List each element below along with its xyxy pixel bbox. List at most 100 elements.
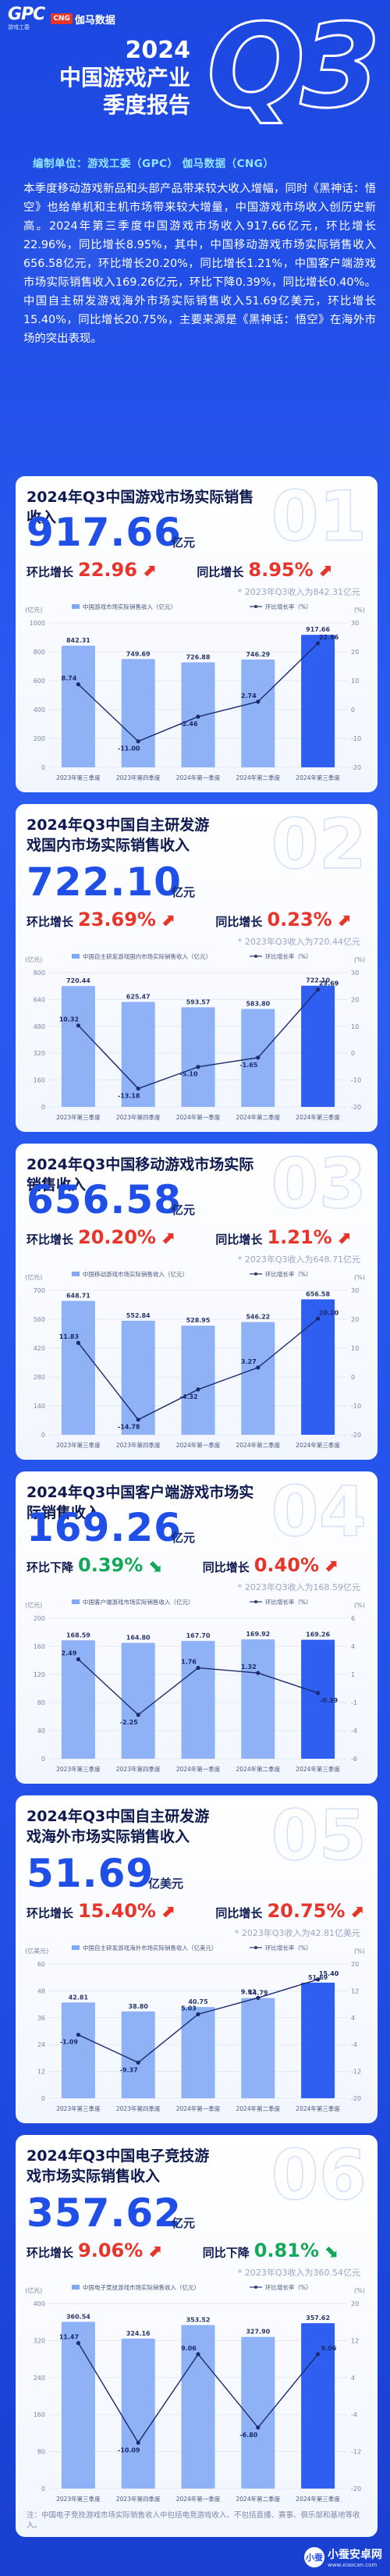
- x-tick-label: 2023年第三季度: [56, 2105, 101, 2112]
- qoq-change-label: 环比下降: [27, 1560, 74, 1574]
- y2-axis-label: (%): [354, 1948, 365, 1955]
- y2-tick-label: 20: [351, 996, 359, 1003]
- headline-unit: 亿元: [172, 535, 196, 550]
- y2-axis-label: (%): [354, 1274, 365, 1281]
- yoy-change-label: 同比增长: [197, 565, 244, 579]
- y-tick-label: 600: [34, 678, 45, 685]
- x-tick-label: 2024年第一季度: [176, 1765, 221, 1773]
- rate-point: [136, 1086, 140, 1091]
- y-tick-label: 280: [34, 1374, 45, 1381]
- y-tick-label: 400: [34, 2300, 45, 2307]
- card-number: 06: [271, 2135, 367, 2215]
- card-number: 03: [271, 1144, 367, 1224]
- legend-label-line: 环比增长率（%）: [265, 2283, 312, 2291]
- card-title: 2024年Q3中国自主研发游戏国内市场实际销售收入: [27, 817, 210, 854]
- y2-tick-label: -12: [351, 2069, 361, 2076]
- rate-point: [316, 1316, 321, 1321]
- change-row: 环比增长 9.06% ⬈ 同比下降 0.81% ⬊: [27, 2240, 338, 2261]
- y2-axis-label: (%): [354, 607, 365, 614]
- bar-value-label: 42.81: [69, 1994, 89, 2001]
- card-title: 2024年Q3中国自主研发游戏海外市场实际销售收入: [27, 1808, 210, 1845]
- report-header: GPC 游戏工委 CNG 伽马数据 2024 中国游戏产业 季度报告 Q3 编制…: [0, 0, 390, 180]
- x-tick-label: 2023年第三季度: [56, 1113, 101, 1121]
- yoy-change-label: 同比下降: [202, 2246, 250, 2260]
- rate-point: [316, 987, 321, 992]
- rate-value-label: -14.78: [118, 1424, 140, 1431]
- yoy-change-label: 同比增长: [215, 1906, 263, 1920]
- bar-value-label: 648.71: [66, 1293, 90, 1300]
- qoq-change-value: 9.06%: [78, 2240, 144, 2261]
- y-tick-label: 160: [34, 1077, 45, 1084]
- bar-value-label: 625.47: [126, 994, 151, 1001]
- qoq-change-label: 环比增长: [27, 2246, 74, 2260]
- legend-label-line: 环比增长率（%）: [265, 1944, 312, 1952]
- rate-value-label: 23.69: [319, 980, 339, 987]
- y2-tick-label: 10: [351, 1345, 359, 1352]
- x-tick-label: 2024年第二季度: [236, 2495, 281, 2503]
- bar: [301, 1299, 335, 1435]
- bar: [301, 1639, 335, 1759]
- metric-card-04: 04 2024年Q3中国客户端游戏市场实际销售收入 169.26 亿元 环比下降 0.39…: [16, 1471, 378, 1784]
- legend-marker-line: [254, 955, 257, 958]
- arrow-up-icon: ⬈: [160, 1229, 176, 1248]
- yoy-change-label: 同比增长: [202, 1560, 250, 1574]
- y2-tick-label: -20: [351, 2485, 361, 2492]
- gpc-logo-text: GPC: [8, 5, 45, 24]
- y2-tick-label: 20: [351, 2300, 359, 2307]
- legend-label-bar: 中国自主研发游戏国内市场实际销售收入（亿元）: [83, 952, 211, 960]
- metric-card-01: 01 2024年Q3中国游戏市场实际销售收入 917.66 亿元 环比增长 22.96 ⬈ 同…: [16, 476, 378, 792]
- bar-line-chart: 0 -20 160 -10 320 0 480 10 640 20 800 30 (亿元) (%) 中国自主…: [22, 951, 371, 1124]
- bar: [121, 1002, 155, 1107]
- watermark-label: 小蚕安卓网: [328, 2549, 382, 2561]
- bar: [301, 1982, 335, 2098]
- x-tick-label: 2023年第四季度: [116, 774, 161, 781]
- x-tick-label: 2024年第二季度: [236, 1113, 281, 1121]
- rate-value-label: -11.00: [118, 745, 140, 753]
- y-axis-label: (亿元): [25, 606, 42, 614]
- bar-value-label: 593.57: [186, 998, 211, 1005]
- rate-value-label: -13.18: [118, 1093, 140, 1100]
- legend-label-bar: 中国移动游戏市场实际销售收入（亿元）: [83, 1270, 188, 1278]
- chart-svg: 0 -20 140 -10 280 0 420 10 560 20 700 30 (亿元) (%) 中国移动…: [25, 1270, 365, 1449]
- metric-card-05: 05 2024年Q3中国自主研发游戏海外市场实际销售收入 51.69 亿美元 环比增长 1…: [16, 1795, 378, 2123]
- bar: [61, 2322, 95, 2489]
- rate-value-label: 11.47: [59, 2334, 79, 2341]
- x-tick-label: 2024年第三季度: [296, 1765, 340, 1773]
- arrow-up-icon: ⬈: [147, 2242, 162, 2261]
- rate-value-label: 8.74: [62, 675, 77, 682]
- y2-tick-label: 30: [351, 620, 359, 627]
- card-number: 05: [271, 1795, 367, 1876]
- metric-card-02: 02 2024年Q3中国自主研发游戏国内市场实际销售收入 722.10 亿元 环比增长 2…: [16, 804, 378, 1132]
- bar-value-label: 169.26: [306, 1631, 330, 1638]
- watermark-sub: www.xiaocan.com: [328, 2562, 378, 2568]
- bar: [241, 659, 275, 767]
- y-axis-label: (亿元): [25, 1273, 42, 1281]
- rate-value-label: -4.32: [179, 1393, 197, 1400]
- y-tick-label: 12: [37, 2069, 45, 2076]
- y-tick-label: 0: [41, 2095, 45, 2102]
- watermark: 小蚕 小蚕安卓网 www.xiaocan.com: [304, 2546, 382, 2568]
- y-tick-label: 80: [37, 1699, 45, 1706]
- yoy-change-value: 8.95%: [248, 559, 314, 581]
- report-year: 2024: [125, 37, 191, 64]
- bar-line-chart: 0 -20 12 -12 24 -4 36 4 48 12 60 20 (亿美元) (%) 中国自主研发游戏…: [22, 1942, 371, 2115]
- prior-year-note: * 2023年Q3收入为648.71亿元: [237, 1254, 360, 1265]
- yoy-change-label: 同比增长: [215, 1233, 263, 1247]
- legend-swatch-bar: [72, 604, 80, 609]
- rate-value-label: 20.20: [319, 1309, 339, 1316]
- bar: [301, 985, 335, 1107]
- y2-tick-label: -1: [351, 1699, 357, 1706]
- y-tick-label: 120: [34, 1671, 45, 1678]
- bar-value-label: 656.58: [306, 1290, 330, 1297]
- bar-value-label: 528.95: [186, 1317, 211, 1324]
- y-tick-label: 800: [34, 649, 45, 656]
- rate-point: [316, 1691, 321, 1695]
- chart-svg: 0 -20 80 -12 160 -4 240 4 320 12 400 20 (亿元) (%) 中国电子竞…: [25, 2283, 365, 2503]
- gpc-logo-sub: 游戏工委: [8, 24, 30, 30]
- bar: [61, 2002, 95, 2098]
- bar: [61, 986, 95, 1107]
- card-number: 02: [271, 804, 367, 884]
- x-tick-label: 2024年第三季度: [296, 1113, 340, 1121]
- x-tick-label: 2023年第三季度: [56, 1765, 101, 1773]
- headline-value: 169.26: [27, 1505, 182, 1550]
